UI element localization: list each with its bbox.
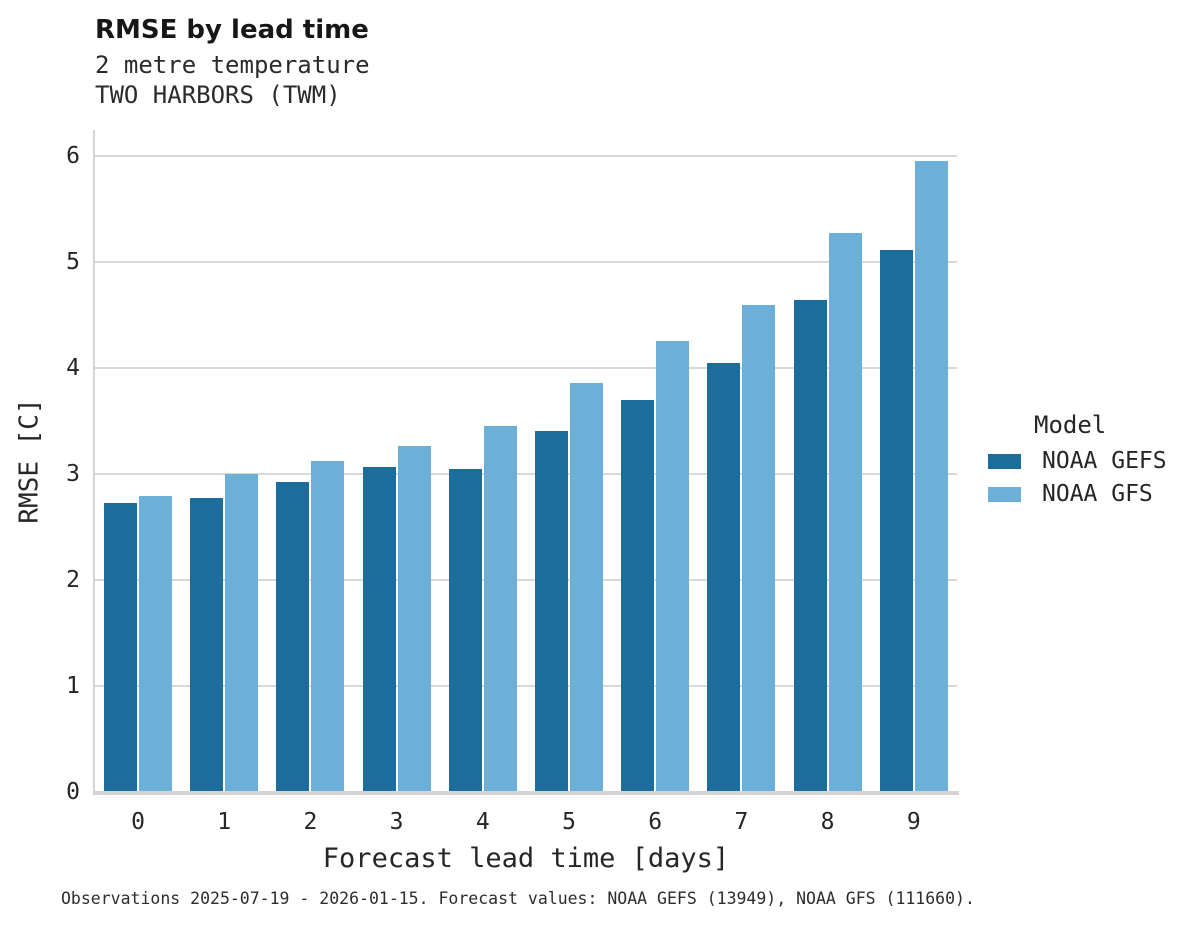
y-tick-label-3: 3: [66, 461, 80, 487]
x-tick-label-7: 7: [734, 809, 749, 835]
bar-noaa-gefs-day-9: [879, 250, 913, 792]
x-tick-label-9: 9: [906, 809, 921, 835]
legend-entry-noaa-gefs: NOAA GEFS: [988, 448, 1167, 474]
x-tick-label-3: 3: [389, 809, 404, 835]
bar-noaa-gefs-day-1: [190, 498, 224, 792]
gridline-y-4: [95, 367, 957, 369]
gridline-y-1: [95, 685, 957, 687]
gridline-y-5: [95, 261, 957, 263]
y-axis-spine: [93, 130, 95, 795]
bar-noaa-gefs-day-7: [707, 363, 741, 792]
footer-caption: Observations 2025-07-19 - 2026-01-15. Fo…: [61, 889, 975, 908]
legend-swatch-icon: [988, 454, 1021, 469]
x-tick-label-1: 1: [217, 809, 232, 835]
x-tick-label-2: 2: [303, 809, 318, 835]
x-tick-label-0: 0: [131, 809, 145, 835]
x-tick-label-8: 8: [820, 809, 835, 835]
x-axis-title: Forecast lead time [days]: [322, 843, 730, 874]
legend-rows: NOAA GEFS NOAA GFS: [988, 448, 1167, 507]
legend-entry-noaa-gfs: NOAA GFS: [988, 481, 1167, 507]
bar-noaa-gfs-day-1: [225, 474, 259, 792]
gridline-y-3: [95, 473, 957, 475]
x-tick-label-6: 6: [648, 809, 663, 835]
bar-noaa-gefs-day-6: [621, 400, 655, 792]
legend-label: NOAA GEFS: [1042, 448, 1167, 474]
bar-noaa-gefs-day-8: [793, 300, 827, 792]
x-tick-label-4: 4: [475, 809, 490, 835]
bar-noaa-gfs-day-8: [828, 233, 862, 792]
bar-noaa-gfs-day-7: [742, 305, 776, 792]
chart-subtitle-variable: 2 metre temperature: [95, 51, 370, 79]
bar-noaa-gfs-day-6: [656, 341, 690, 792]
y-tick-label-1: 1: [66, 673, 80, 699]
bar-noaa-gefs-day-4: [448, 469, 482, 792]
gridline-y-6: [95, 155, 957, 157]
y-axis-title-text: RMSE [C]: [15, 398, 46, 524]
y-tick-label-6: 6: [66, 143, 80, 169]
bar-noaa-gfs-day-0: [139, 496, 172, 792]
bar-noaa-gefs-day-0: [104, 503, 137, 792]
legend-swatch-icon: [988, 487, 1021, 502]
x-tick-label-5: 5: [562, 809, 576, 835]
bar-noaa-gfs-day-2: [311, 461, 345, 792]
plot-area: [93, 130, 959, 795]
bar-noaa-gfs-day-9: [914, 161, 948, 792]
chart-subtitle-station: TWO HARBORS (TWM): [95, 81, 341, 109]
bar-noaa-gfs-day-4: [483, 426, 517, 792]
legend-label: NOAA GFS: [1042, 481, 1153, 507]
x-axis-line: [93, 791, 959, 795]
legend-title: Model: [1034, 411, 1107, 439]
bar-noaa-gfs-day-5: [570, 383, 603, 792]
y-tick-label-4: 4: [66, 355, 80, 381]
gridline-y-2: [95, 579, 957, 581]
y-tick-label-0: 0: [66, 779, 80, 805]
y-tick-label-5: 5: [66, 249, 80, 275]
chart-title: RMSE by lead time: [95, 15, 369, 45]
bar-noaa-gefs-day-3: [362, 467, 396, 792]
bar-noaa-gfs-day-3: [397, 446, 431, 792]
bar-noaa-gefs-day-5: [535, 431, 568, 792]
bar-noaa-gefs-day-2: [276, 482, 310, 792]
y-tick-label-2: 2: [66, 567, 80, 593]
legend: Model NOAA GEFS NOAA GFS: [988, 410, 1167, 520]
